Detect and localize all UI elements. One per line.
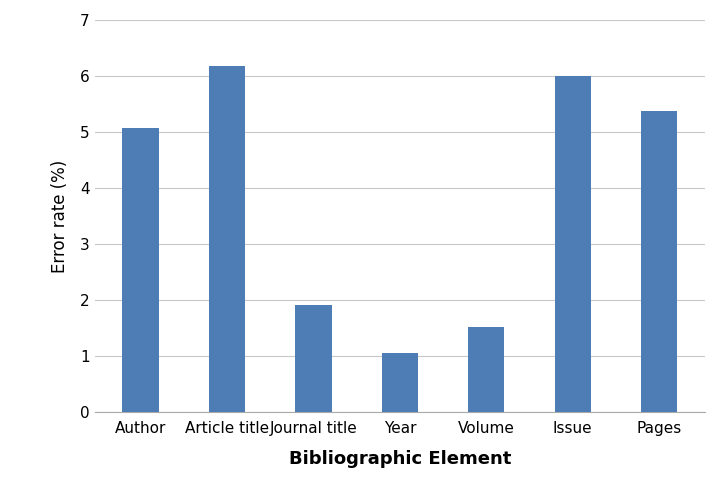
Bar <box>555 76 591 412</box>
Bar <box>382 353 418 412</box>
Bar <box>468 327 505 412</box>
Bar <box>122 128 158 412</box>
Y-axis label: Error rate (%): Error rate (%) <box>51 159 69 273</box>
Bar <box>295 305 332 412</box>
X-axis label: Bibliographic Element: Bibliographic Element <box>289 450 511 468</box>
Bar <box>641 112 678 412</box>
Bar <box>209 66 245 412</box>
